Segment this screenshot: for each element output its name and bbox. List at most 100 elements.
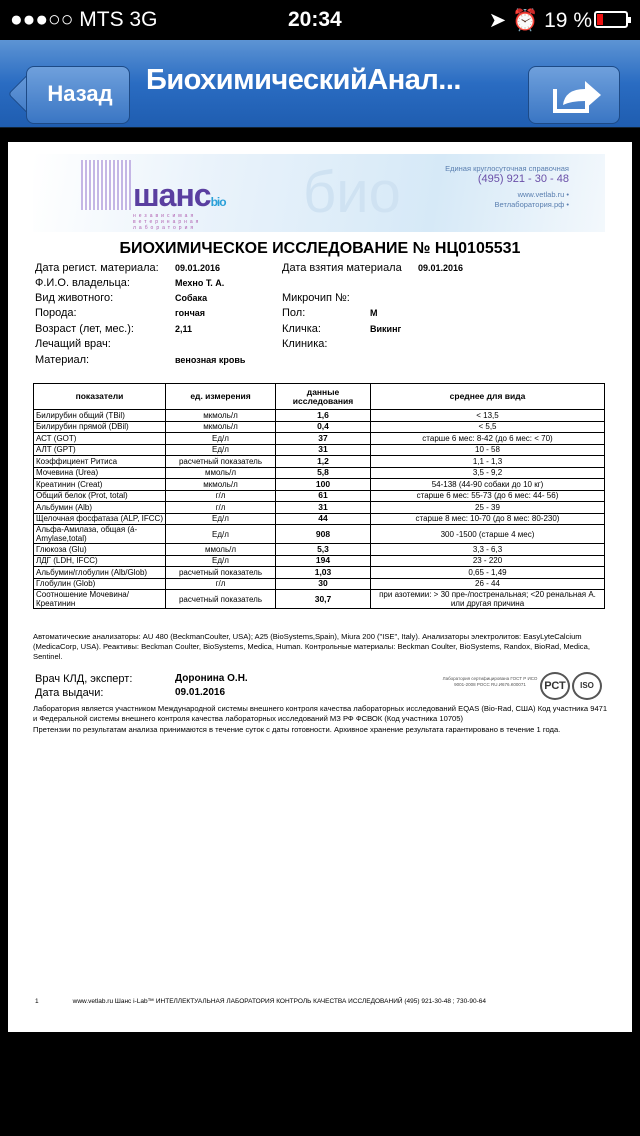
result-cell: 0,4 [275,420,371,433]
issue-date-label: Дата выдачи: [35,687,104,699]
reg-date: 09.01.2016 [175,263,221,273]
result-cell: 5,3 [275,543,371,556]
rst-certification-logo: РСТ [540,672,570,700]
table-row: Соотношение Мочевина/Креатинин расчетный … [33,589,605,609]
result-cell: 44 [275,512,371,525]
status-right: ➤ ⏰ 19 % [489,8,592,33]
material-label: Материал: [35,354,90,366]
reference-cell: 300 -1500 (старше 4 мес) [370,524,605,544]
result-cell: 37 [275,432,371,445]
col-header: среднее для вида [370,383,605,410]
table-row: АСТ (GOT) Ед/л 37 старше 6 мес: 8-42 (до 6 … [33,432,605,445]
parameter-cell: ЛДГ (LDH, IFCC) [33,554,166,567]
unit-cell: расчетный показатель [165,566,276,579]
parameter-cell: АЛТ (GPT) [33,443,166,456]
share-button[interactable] [528,66,620,124]
carrier-signal: ●●●○○ MTS 3G [10,8,158,31]
location-arrow-icon: ➤ [488,9,507,32]
back-button[interactable]: Назад [7,65,130,124]
reference-cell: 10 - 58 [370,443,605,456]
reference-cell: 0,65 - 1,49 [370,566,605,579]
reference-cell: 54-138 (44-90 собаки до 10 кг) [370,478,605,491]
table-row: АЛТ (GPT) Ед/л 31 10 - 58 [33,443,605,456]
parameter-cell: Глюкоза (Glu) [33,543,166,556]
age-label: Возраст (лет, мес.): [35,323,134,335]
table-row: Щелочная фосфатаза (ALP, IFCC) Ед/л 44 стар… [33,512,605,525]
table-row: Креатинин (Creat) мкмоль/л 100 54-138 (44-9… [33,478,605,491]
navigation-bar: Назад БиохимическийАнал... [0,40,640,128]
table-header-row: показатели ед. измерения данные исследов… [33,383,605,410]
pet-name-label: Кличка: [282,323,321,335]
battery-icon [594,11,631,28]
parameter-cell: Креатинин (Creat) [33,478,166,491]
table-row: Билирубин прямой (DBil) мкмоль/л 0,4 < 5,5 [33,420,605,433]
reference-cell: старше 8 мес: 10-70 (до 8 мес: 80-230) [370,512,605,525]
parameter-cell: Коэффициент Ритиса [33,455,166,468]
unit-cell: г/л [165,501,276,514]
unit-cell: ммоль/л [165,543,276,556]
battery-percent: 19 % [544,9,592,32]
unit-cell: мкмоль/л [165,409,276,422]
parameter-cell: Альбумин/глобулин (Alb/Glob) [33,566,166,579]
result-cell: 1,2 [275,455,371,468]
lab-contacts: Единая круглосуточная справочная (495) 9… [445,164,569,209]
result-cell: 30 [275,577,371,590]
clinic-label: Клиника: [282,338,328,350]
parameter-cell: Мочевина (Urea) [33,466,166,479]
result-cell: 1,6 [275,409,371,422]
expert: Доронина О.Н. [175,673,248,684]
table-row: ЛДГ (LDH, IFCC) Ед/л 194 23 - 220 [33,554,605,567]
result-cell: 31 [275,501,371,514]
unit-cell: Ед/л [165,432,276,445]
reference-cell: 1,1 - 1,3 [370,455,605,468]
unit-cell: Ед/л [165,443,276,456]
result-cell: 194 [275,554,371,567]
owner-label: Ф.И.О. владельца: [35,277,130,289]
share-icon [553,81,601,113]
result-cell: 30,7 [275,589,371,609]
parameter-cell: АСТ (GOT) [33,432,166,445]
unit-cell: Ед/л [165,524,276,544]
parameter-cell: Общий белок (Prot, total) [33,489,166,502]
lab-logo-subtitle: независимая ветеринарная лаборатория [133,213,202,231]
chip-label: Микрочип №: [282,292,350,304]
parameter-cell: Билирубин общий (TBil) [33,409,166,422]
pet-name: Викинг [370,324,402,334]
page-footer: 1 www.vetlab.ru Шанс i-Lab™ ИНТЕЛЛЕКТУАЛЬ… [35,998,486,1005]
table-row: Общий белок (Prot, total) г/л 61 старше 6 м… [33,489,605,502]
col-header: данные исследования [275,383,371,410]
take-date: 09.01.2016 [418,263,464,273]
table-row: Коэффициент Ритиса расчетный показатель 1,… [33,455,605,468]
certification-text: Лаборатория сертифицирована ГОСТ Р ИСО 9… [442,676,538,687]
table-row: Альбумин/глобулин (Alb/Glob) расчетный по… [33,566,605,579]
result-cell: 5,8 [275,466,371,479]
status-bar: ●●●○○ MTS 3G 20:34 ➤ ⏰ 19 % [0,0,640,40]
parameter-cell: Глобулин (Glob) [33,577,166,590]
breed-label: Порода: [35,307,77,319]
table-row: Мочевина (Urea) ммоль/л 5,8 3,5 - 9,2 [33,466,605,479]
parameter-cell: Щелочная фосфатаза (ALP, IFCC) [33,512,166,525]
parameter-cell: Альфа-Амилаза, общая (á-Amylase,total) [33,524,166,544]
unit-cell: Ед/л [165,512,276,525]
table-row: Альбумин (Alb) г/л 31 25 - 39 [33,501,605,514]
claims-note: Претензии по результатам анализа принима… [33,725,561,734]
clock: 20:34 [288,8,342,31]
reference-cell: < 13,5 [370,409,605,422]
unit-cell: Ед/л [165,554,276,567]
species-label: Вид животного: [35,292,114,304]
table-row: Альфа-Амилаза, общая (á-Amylase,total) Ед… [33,524,605,544]
result-cell: 61 [275,489,371,502]
reference-cell: 26 - 44 [370,577,605,590]
result-cell: 31 [275,443,371,456]
result-cell: 908 [275,524,371,544]
footer-text: www.vetlab.ru Шанс i-Lab™ ИНТЕЛЛЕКТУАЛЬН… [72,998,487,1005]
sex-label: Пол: [282,307,306,319]
parameter-cell: Билирубин прямой (DBil) [33,420,166,433]
analyzers-note: Автоматические анализаторы: AU 480 (Beck… [33,632,590,661]
breed: гончая [175,308,206,318]
reg-date-label: Дата регист. материала: [35,262,159,274]
lab-logo-text: шансbio [133,177,227,213]
result-cell: 1,03 [275,566,371,579]
table-row: Билирубин общий (TBil) мкмоль/л 1,6 < 13,5 [33,409,605,422]
reference-cell: 3,5 - 9,2 [370,466,605,479]
